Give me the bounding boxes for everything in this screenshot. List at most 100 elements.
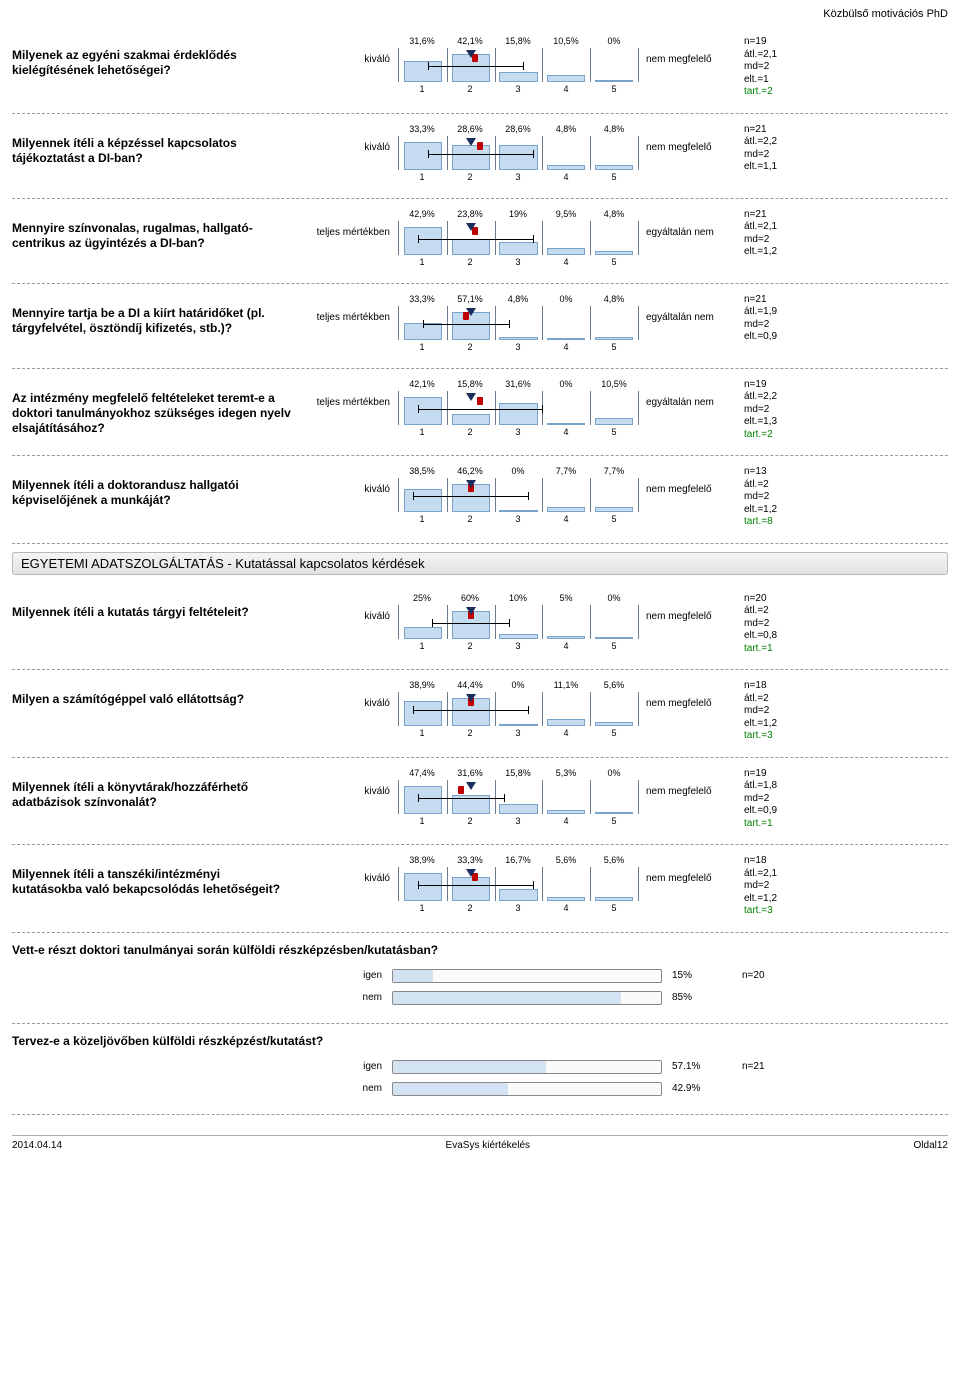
grid-line: [590, 867, 591, 901]
stat-line: md=2: [744, 880, 804, 893]
percent-label: 5,3%: [542, 768, 590, 780]
scale-right-label: nem megfelelő: [646, 855, 736, 884]
yesno-option-row: igen15%n=20: [12, 969, 948, 983]
stat-line: átl.=1,8: [744, 780, 804, 793]
bar: [547, 75, 585, 82]
bar-area: [398, 136, 638, 170]
stat-line: elt.=1,2: [744, 504, 804, 517]
ci-cap: [504, 794, 505, 802]
scale-right-label: nem megfelelő: [646, 593, 736, 622]
grid-line: [542, 780, 543, 814]
stat-line: elt.=0,8: [744, 630, 804, 643]
stat-line: elt.=1: [744, 74, 804, 87]
percent-label: 42,1%: [446, 36, 494, 48]
likert-chart: 38,9%44,4%0%11,1%5,6%12345: [398, 680, 638, 740]
grid-line: [638, 780, 639, 814]
grid-line: [638, 48, 639, 82]
yesno-option-label: nem: [12, 1083, 382, 1094]
bar: [499, 889, 537, 901]
median-marker: [466, 138, 476, 146]
percent-label: 15,8%: [494, 36, 542, 48]
stats-block: n=21átl.=2,2md=2elt.=1,1: [744, 124, 804, 174]
grid-line: [638, 867, 639, 901]
stat-line: elt.=1,1: [744, 161, 804, 174]
scale-left-label: teljes mértékben: [300, 294, 390, 323]
hbar-fill: [393, 1061, 546, 1073]
axis-tick: 3: [494, 257, 542, 269]
yesno-option-row: nem42.9%: [12, 1082, 948, 1096]
bar: [595, 418, 633, 425]
grid-line: [590, 692, 591, 726]
ci-cap: [542, 405, 543, 413]
ci-cap: [418, 794, 419, 802]
footer-page: Oldal12: [914, 1140, 948, 1151]
bar: [595, 722, 633, 726]
grid-line: [638, 221, 639, 255]
axis-labels: 12345: [398, 172, 638, 184]
axis-tick: 5: [590, 172, 638, 184]
bar: [595, 507, 633, 512]
bar: [595, 337, 633, 339]
ci-cap: [413, 492, 414, 500]
bar: [547, 719, 585, 726]
axis-tick: 3: [494, 84, 542, 96]
hbar-n: n=20: [742, 970, 802, 981]
stats-block: n=19átl.=1,8md=2elt.=0,9tart.=1: [744, 768, 804, 831]
stat-line: átl.=2: [744, 479, 804, 492]
stat-line: tart.=1: [744, 818, 804, 831]
ci-cap: [533, 150, 534, 158]
bar-area: [398, 692, 638, 726]
percent-label: 5,6%: [590, 680, 638, 692]
scale-left-label: teljes mértékben: [300, 209, 390, 238]
bar: [404, 61, 442, 82]
stat-line: n=20: [744, 593, 804, 606]
percent-label: 0%: [494, 466, 542, 478]
axis-tick: 2: [446, 816, 494, 828]
ci-line: [428, 66, 524, 67]
percent-label: 31,6%: [494, 379, 542, 391]
bar: [499, 510, 537, 512]
question-row: Milyen a számítógéppel való ellátottság?…: [12, 670, 948, 758]
grid-line: [495, 221, 496, 255]
stat-line: n=21: [744, 294, 804, 307]
median-marker: [466, 223, 476, 231]
percent-label: 57,1%: [446, 294, 494, 306]
hbar-fill: [393, 970, 433, 982]
percent-row: 25%60%10%5%0%: [398, 593, 638, 605]
bar: [404, 701, 442, 726]
axis-tick: 2: [446, 427, 494, 439]
likert-chart: 42,1%15,8%31,6%0%10,5%12345: [398, 379, 638, 439]
question-text: Milyennek ítéli a kutatás tárgyi feltéte…: [12, 593, 292, 620]
grid-line: [447, 692, 448, 726]
stat-line: tart.=1: [744, 643, 804, 656]
ci-line: [418, 409, 542, 410]
axis-tick: 4: [542, 816, 590, 828]
percent-label: 38,9%: [398, 855, 446, 867]
scale-right-label: nem megfelelő: [646, 36, 736, 65]
axis-tick: 2: [446, 728, 494, 740]
hbar-track: [392, 1060, 662, 1074]
stat-line: n=19: [744, 768, 804, 781]
grid-line: [638, 478, 639, 512]
bar: [595, 812, 633, 814]
bar: [547, 636, 585, 638]
yesno-question-text: Tervez-e a közeljövőben külföldi részkép…: [12, 1034, 948, 1048]
hbar-n: n=21: [742, 1061, 802, 1072]
scale-left-label: teljes mértékben: [300, 379, 390, 408]
axis-labels: 12345: [398, 257, 638, 269]
hbar-fill: [393, 1083, 508, 1095]
axis-tick: 1: [398, 342, 446, 354]
stat-line: md=2: [744, 61, 804, 74]
axis-tick: 4: [542, 172, 590, 184]
percent-label: 5,6%: [590, 855, 638, 867]
axis-tick: 2: [446, 903, 494, 915]
grid-line: [542, 867, 543, 901]
bar: [595, 637, 633, 639]
percent-label: 28,6%: [446, 124, 494, 136]
ci-line: [423, 324, 509, 325]
median-marker: [466, 782, 476, 790]
stat-line: tart.=2: [744, 86, 804, 99]
percent-label: 15,8%: [494, 768, 542, 780]
ci-line: [418, 239, 533, 240]
grid-line: [542, 605, 543, 639]
